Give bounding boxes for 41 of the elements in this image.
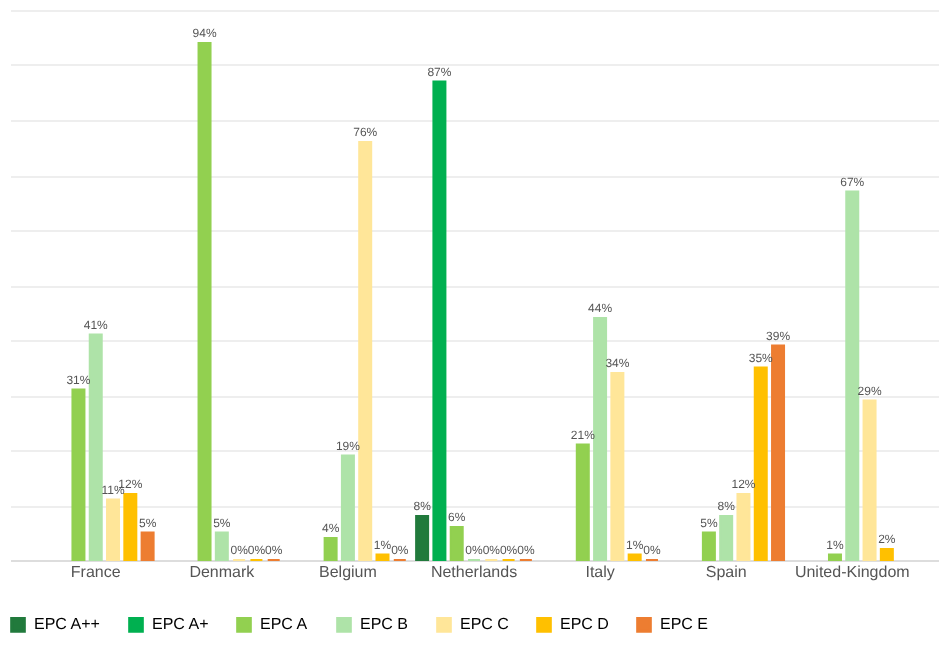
bar	[323, 537, 338, 561]
legend-label: EPC D	[560, 614, 610, 633]
bar	[106, 498, 121, 561]
x-tick-label: Spain	[705, 563, 747, 581]
bar	[71, 388, 86, 561]
bar	[214, 531, 229, 561]
bar	[140, 531, 155, 561]
legend-label: EPC B	[360, 614, 409, 633]
bar	[627, 553, 642, 561]
legend-label: EPC A+	[152, 614, 210, 633]
bar	[415, 515, 430, 561]
bar	[862, 399, 877, 561]
x-tick-label: Belgium	[319, 563, 378, 581]
x-tick-label: Netherlands	[430, 563, 518, 581]
bar	[358, 141, 373, 561]
bar	[88, 333, 103, 561]
x-tick-label: France	[70, 563, 122, 581]
bar	[827, 553, 842, 561]
legend-label: EPC A++	[34, 614, 101, 633]
legend-label: EPC E	[660, 614, 709, 633]
bar	[123, 493, 138, 561]
x-tick-label: United-Kingdom	[794, 563, 911, 581]
x-tick-label: Denmark	[189, 563, 257, 581]
legend-label: EPC C	[460, 614, 510, 633]
legend-label: EPC A	[260, 614, 309, 633]
bar	[771, 344, 786, 561]
bar	[753, 366, 768, 561]
bar	[375, 553, 390, 561]
bar	[432, 80, 447, 561]
bar	[593, 317, 608, 561]
bar	[879, 548, 894, 561]
bar	[449, 526, 464, 561]
bar	[197, 42, 212, 561]
bar	[701, 531, 716, 561]
bar	[736, 493, 751, 561]
bar	[340, 454, 355, 561]
bar	[575, 443, 590, 561]
bar	[845, 190, 860, 561]
x-tick-label: Italy	[585, 563, 615, 581]
bar	[610, 372, 625, 561]
bar	[719, 515, 734, 561]
